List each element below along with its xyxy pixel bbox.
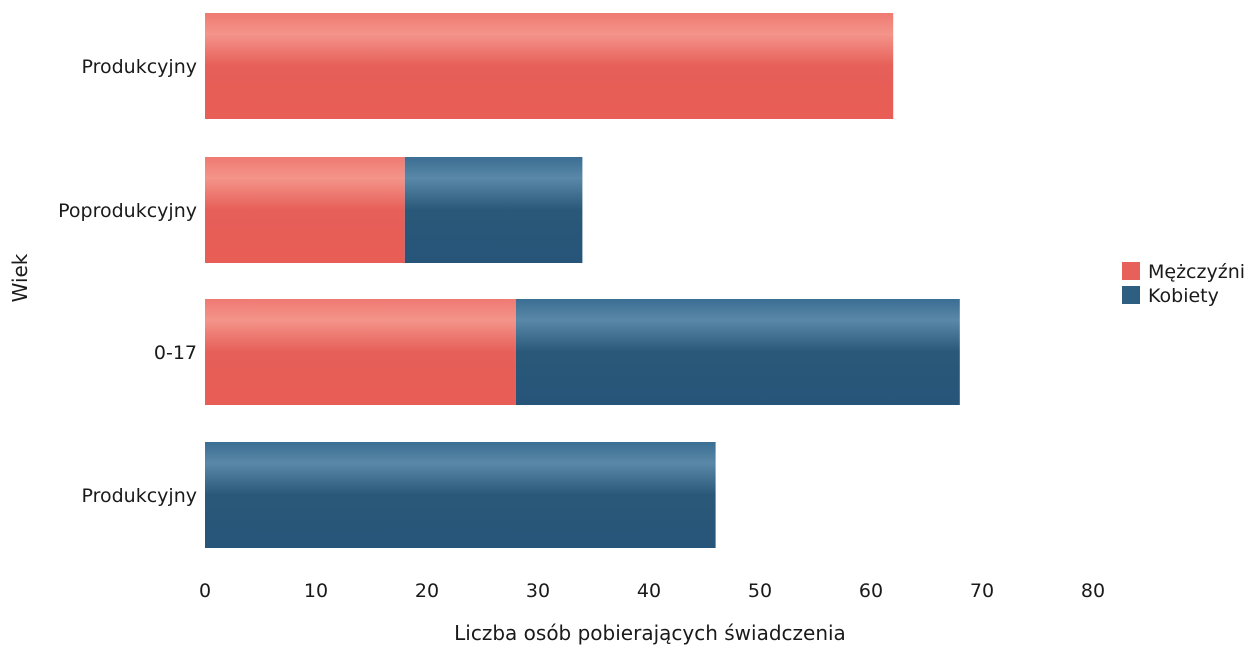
- category-label-0: Produkcyjny: [81, 56, 197, 78]
- x-axis-ticks: 0 10 20 30 40 50 60 70 80: [199, 580, 1105, 602]
- legend-swatch-women: [1122, 286, 1140, 304]
- legend-label-women: Kobiety: [1148, 285, 1219, 307]
- bars-group: [205, 13, 960, 548]
- x-tick-label-8: 80: [1081, 580, 1105, 602]
- category-labels: Produkcyjny Poprodukcyjny 0-17 Produkcyjny: [58, 56, 197, 507]
- y-axis-title: Wiek: [8, 253, 32, 302]
- x-tick-label-7: 70: [970, 580, 994, 602]
- category-label-1: Poprodukcyjny: [58, 200, 197, 222]
- legend-swatch-men: [1122, 262, 1140, 280]
- bar-men-1: [205, 157, 405, 263]
- bar-men-2: [205, 299, 516, 405]
- x-tick-label-1: 10: [304, 580, 328, 602]
- bar-women-2: [515, 299, 960, 405]
- bar-men-0: [205, 13, 894, 119]
- x-axis-title: Liczba osób pobierających świadczenia: [454, 621, 846, 645]
- bar-women-1: [404, 157, 583, 263]
- category-label-2: 0-17: [154, 342, 197, 364]
- x-tick-label-3: 30: [526, 580, 550, 602]
- x-tick-label-2: 20: [415, 580, 439, 602]
- x-tick-label-4: 40: [637, 580, 661, 602]
- category-label-3: Produkcyjny: [81, 485, 197, 507]
- legend-label-men: Mężczyźni: [1148, 261, 1245, 283]
- x-tick-label-5: 50: [748, 580, 772, 602]
- x-tick-label-6: 60: [859, 580, 883, 602]
- x-tick-label-0: 0: [199, 580, 211, 602]
- bar-women-3: [205, 442, 716, 548]
